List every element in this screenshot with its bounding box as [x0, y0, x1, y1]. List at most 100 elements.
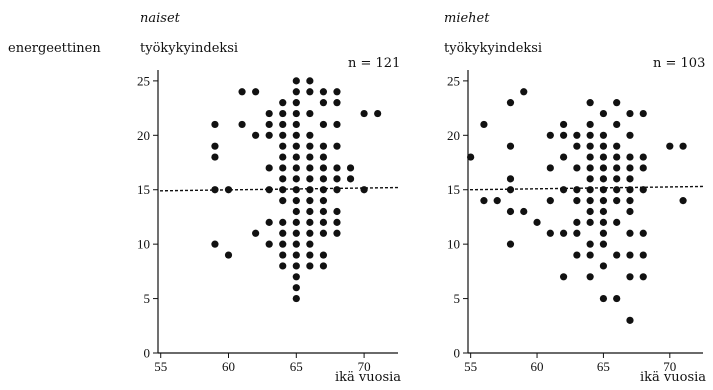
- data-point-naiset: [292, 294, 300, 303]
- data-point-miehet: [626, 109, 634, 118]
- data-point-miehet: [586, 120, 594, 129]
- data-point-miehet: [639, 229, 647, 237]
- data-point-miehet: [599, 175, 608, 183]
- data-point-miehet: [573, 142, 581, 150]
- data-point-miehet: [613, 251, 621, 259]
- data-point-miehet: [613, 142, 621, 150]
- data-point-naiset: [292, 77, 300, 85]
- y-tick-label-naiset: 0: [144, 346, 151, 361]
- y-tick-label-miehet: 15: [447, 182, 460, 197]
- data-point-naiset: [333, 120, 341, 129]
- data-point-naiset: [292, 229, 300, 237]
- data-point-miehet: [546, 131, 554, 139]
- data-point-miehet: [626, 175, 634, 183]
- data-point-miehet: [506, 240, 515, 248]
- data-point-naiset: [279, 142, 287, 150]
- data-point-naiset: [252, 131, 260, 139]
- data-point-miehet: [546, 197, 554, 205]
- data-point-miehet: [599, 197, 608, 205]
- data-point-naiset: [279, 229, 287, 237]
- data-point-naiset: [279, 175, 287, 183]
- data-point-miehet: [613, 175, 621, 183]
- data-point-miehet: [586, 186, 594, 194]
- data-point-naiset: [265, 120, 273, 129]
- data-point-naiset: [265, 109, 273, 118]
- data-point-naiset: [265, 240, 273, 248]
- data-point-naiset: [319, 186, 328, 194]
- x-tick-label-naiset: 55: [154, 359, 167, 374]
- data-point-miehet: [559, 153, 568, 161]
- data-point-naiset: [279, 251, 287, 259]
- data-point-miehet: [586, 207, 594, 216]
- data-point-miehet: [573, 164, 581, 172]
- data-point-naiset: [292, 207, 300, 216]
- data-point-naiset: [306, 164, 314, 172]
- data-point-miehet: [586, 218, 594, 226]
- data-point-miehet: [480, 120, 488, 129]
- data-point-naiset: [279, 109, 287, 118]
- data-point-miehet: [599, 164, 608, 172]
- data-point-naiset: [292, 131, 300, 139]
- data-point-miehet: [626, 251, 634, 259]
- data-point-miehet: [599, 262, 608, 270]
- data-point-miehet: [586, 240, 594, 248]
- data-point-miehet: [599, 186, 608, 194]
- data-point-naiset: [333, 142, 341, 150]
- data-point-miehet: [613, 294, 621, 303]
- data-point-miehet: [613, 186, 621, 194]
- data-point-miehet: [626, 131, 634, 139]
- data-point-miehet: [613, 218, 621, 226]
- data-point-miehet: [679, 142, 687, 150]
- data-point-naiset: [306, 109, 314, 118]
- data-point-naiset: [319, 251, 328, 259]
- data-point-miehet: [626, 164, 634, 172]
- data-point-naiset: [333, 186, 341, 194]
- data-point-miehet: [520, 88, 528, 96]
- sample-size-naiset: n = 121: [348, 56, 401, 71]
- data-point-miehet: [480, 197, 488, 205]
- data-point-miehet: [573, 186, 581, 194]
- data-point-miehet: [506, 207, 515, 216]
- data-point-miehet: [599, 153, 608, 161]
- data-point-naiset: [279, 240, 287, 248]
- data-point-naiset: [292, 142, 300, 150]
- data-point-naiset: [279, 164, 287, 172]
- data-point-naiset: [333, 229, 341, 237]
- y-tick-label-naiset: 5: [144, 291, 151, 306]
- chart-title-naiset: naiset: [140, 11, 180, 26]
- data-point-miehet: [626, 186, 634, 194]
- data-point-naiset: [292, 164, 300, 172]
- data-point-miehet: [626, 273, 634, 281]
- data-point-naiset: [306, 262, 314, 270]
- y-tick-label-naiset: 10: [137, 237, 150, 252]
- data-point-naiset: [306, 131, 314, 139]
- data-point-naiset: [211, 186, 219, 194]
- sample-size-miehet: n = 103: [653, 56, 706, 71]
- data-point-miehet: [559, 273, 568, 281]
- x-tick-label-naiset: 70: [358, 359, 371, 374]
- data-point-naiset: [360, 109, 368, 118]
- data-point-naiset: [319, 262, 328, 270]
- data-point-naiset: [279, 218, 287, 226]
- data-point-naiset: [306, 88, 314, 96]
- data-point-naiset: [319, 207, 328, 216]
- data-point-miehet: [506, 99, 515, 107]
- data-point-naiset: [292, 251, 300, 259]
- data-point-naiset: [211, 120, 219, 129]
- data-point-naiset: [306, 240, 314, 248]
- data-point-naiset: [319, 99, 328, 107]
- data-point-naiset: [333, 175, 341, 183]
- data-point-naiset: [306, 218, 314, 226]
- data-point-naiset: [333, 88, 341, 96]
- data-point-miehet: [586, 142, 594, 150]
- data-point-miehet: [599, 207, 608, 216]
- data-point-miehet: [506, 186, 515, 194]
- y-axis-label-miehet: työkykyindeksi: [444, 41, 543, 56]
- data-point-naiset: [224, 186, 233, 194]
- data-point-naiset: [265, 164, 273, 172]
- data-point-miehet: [599, 229, 608, 237]
- y-tick-label-miehet: 10: [447, 237, 460, 252]
- data-point-miehet: [613, 153, 621, 161]
- data-point-naiset: [292, 120, 300, 129]
